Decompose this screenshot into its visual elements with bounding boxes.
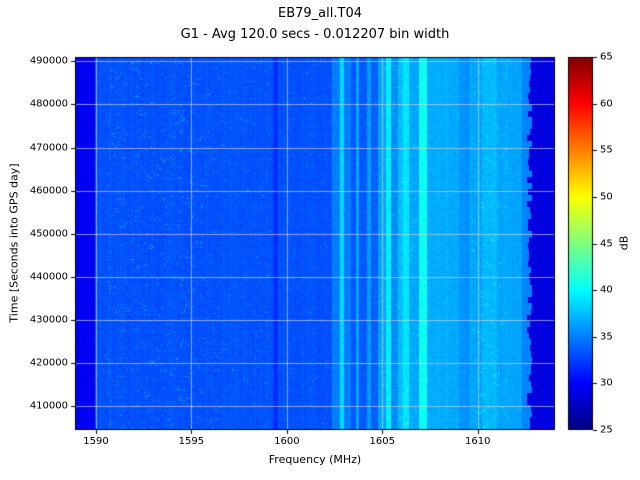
- chart-subtitle: G1 - Avg 120.0 secs - 0.012207 bin width: [180, 27, 450, 42]
- colorbar-tick-label: 35: [600, 331, 613, 343]
- chart-title: EB79_all.T04: [278, 6, 362, 21]
- y-tick-label: 420000: [29, 357, 68, 369]
- y-tick-label: 410000: [29, 400, 68, 412]
- colorbar-tick-label: 30: [600, 377, 613, 389]
- y-tick-label: 460000: [29, 185, 68, 197]
- colorbar-tick-label: 55: [600, 144, 613, 156]
- y-tick-label: 480000: [29, 98, 68, 110]
- x-tick-label: 1595: [178, 436, 205, 447]
- x-tick-label: 1605: [369, 436, 395, 447]
- x-tick-label: 1590: [83, 436, 109, 447]
- y-tick-label: 470000: [29, 142, 68, 154]
- colorbar-tick-label: 65: [600, 51, 613, 63]
- x-tick-label: 1610: [464, 436, 491, 447]
- colorbar-tick-label: 25: [600, 424, 613, 436]
- x-tick-label: 1600: [274, 436, 300, 447]
- colorbar-tick-label: 45: [600, 238, 613, 249]
- y-tick-label: 440000: [29, 271, 68, 283]
- colorbar-tick-label: 40: [600, 284, 613, 296]
- colorbar-tick-label: 50: [600, 191, 613, 203]
- x-axis-label: Frequency (MHz): [268, 453, 362, 466]
- y-tick-label: 490000: [29, 55, 68, 67]
- y-axis-label: Time [Seconds into GPS day]: [7, 163, 21, 323]
- y-tick-label: 430000: [29, 314, 68, 326]
- colorbar-label: dB: [617, 235, 631, 251]
- colorbar-tick-label: 60: [600, 98, 613, 110]
- y-tick-label: 450000: [29, 228, 68, 240]
